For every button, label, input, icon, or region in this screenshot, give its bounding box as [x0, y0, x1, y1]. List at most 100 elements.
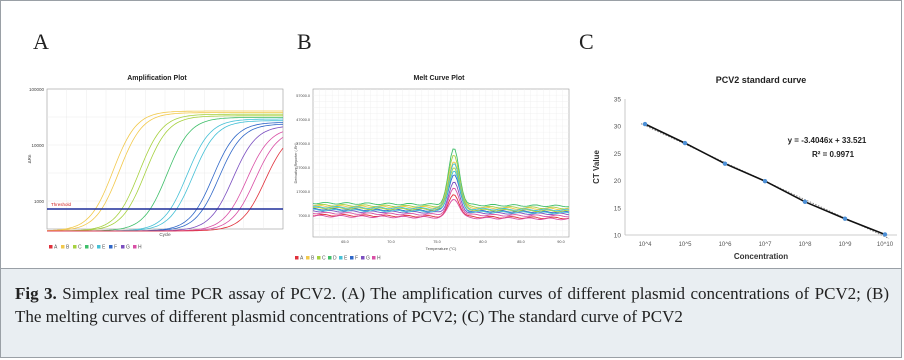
amp-legend-label: B — [66, 245, 70, 251]
melt-xtick: 65.0 — [341, 240, 348, 244]
standard-curve-xtick: 10^6 — [719, 242, 732, 248]
amp-ytick: 100000 — [29, 87, 45, 92]
standard-curve-point — [882, 232, 888, 237]
caption-label: Fig 3. — [15, 284, 57, 303]
amp-legend-label: C — [78, 245, 82, 251]
amp-legend-swatch — [73, 245, 77, 249]
amplification-x-label: Cycle — [159, 232, 171, 237]
melt-ytick: 27000.0 — [296, 166, 310, 170]
amplification-curve — [47, 112, 283, 232]
standard-curve-x-ticks: 10^4 10^5 10^6 10^7 10^8 10^9 10^10 — [639, 242, 894, 248]
melt-curve — [312, 163, 570, 212]
standard-curve-points — [642, 121, 888, 237]
amp-legend-swatch — [97, 245, 101, 249]
standard-curve-title: PCV2 standard curve — [716, 75, 807, 85]
melt-legend-label: G — [366, 256, 370, 262]
melt-curve-plot: Melt Curve Plot 57000.0 47000.0 37000.0 … — [294, 75, 570, 262]
melt-curves — [312, 148, 570, 221]
melt-legend-label: A — [300, 256, 304, 262]
standard-curve-ytick: 15 — [614, 205, 622, 212]
melt-xtick: 75.0 — [433, 240, 440, 244]
standard-curve-ytick: 10 — [614, 233, 622, 240]
standard-curve-point — [722, 161, 728, 166]
melt-x-ticks: 65.0 70.0 75.0 80.0 85.0 90.0 — [341, 240, 564, 244]
melt-grid — [313, 89, 569, 237]
panel-a-letter: A — [33, 29, 49, 54]
amp-legend-swatch — [133, 245, 137, 249]
amp-legend-swatch — [109, 245, 113, 249]
amplification-y-ticks: 100000 10000 1000 — [29, 87, 45, 204]
standard-curve-xtick: 10^7 — [759, 242, 772, 248]
amplification-y-label: ΔRn — [27, 154, 32, 163]
melt-ytick: 7000.0 — [298, 214, 310, 218]
melt-xtick: 80.0 — [479, 240, 486, 244]
amp-legend-swatch — [121, 245, 125, 249]
melt-legend-swatch — [339, 256, 343, 260]
panel-b-letter: B — [297, 29, 312, 54]
standard-curve-ytick: 25 — [614, 151, 622, 158]
melt-xtick: 85.0 — [517, 240, 524, 244]
melt-curve — [312, 187, 569, 218]
melt-legend-label: B — [311, 256, 315, 262]
melt-x-label: Temperature (°C) — [426, 246, 457, 251]
standard-curve-point — [842, 216, 848, 221]
amp-ytick: 10000 — [31, 143, 44, 148]
melt-legend-swatch — [317, 256, 321, 260]
standard-curve-xtick: 10^5 — [679, 242, 692, 248]
standard-curve-x-label: Concentration — [734, 252, 788, 261]
standard-curve-xtick: 10^4 — [639, 242, 652, 248]
melt-ytick: 17000.0 — [296, 190, 310, 194]
standard-curve-ytick: 20 — [614, 178, 622, 185]
figure-caption: Fig 3. Simplex real time PCR assay of PC… — [1, 269, 901, 357]
standard-curve-chart: PCV2 standard curve 10 15 20 25 30 35 10^4 10^… — [592, 75, 897, 261]
melt-legend-label: H — [377, 256, 381, 262]
melt-legend: A B C D E F G H — [295, 256, 381, 262]
melt-curve — [312, 167, 569, 213]
amplification-curve — [47, 115, 283, 232]
melt-y-ticks: 57000.0 47000.0 37000.0 27000.0 17000.0 … — [296, 94, 310, 218]
melt-legend-label: C — [322, 256, 326, 262]
r-squared: R² = 0.9971 — [812, 150, 855, 159]
amp-legend-swatch — [85, 245, 89, 249]
standard-curve-point — [802, 199, 808, 205]
amplification-curves — [46, 110, 284, 232]
melt-ytick: 47000.0 — [296, 118, 310, 122]
amp-legend-label: D — [90, 245, 94, 251]
melt-legend-label: D — [333, 256, 337, 262]
standard-curve-xtick: 10^10 — [877, 242, 894, 248]
trendline — [640, 123, 890, 239]
regression-equation: y = -3.4046x + 33.521 — [788, 136, 867, 145]
amp-ytick: 1000 — [34, 199, 45, 204]
amplification-plot: Amplification Plot 100000 10000 1000 ΔRn… — [27, 75, 284, 251]
amp-legend-swatch — [49, 245, 53, 249]
standard-curve-point — [642, 121, 648, 127]
standard-curve-xtick: 10^9 — [839, 242, 852, 248]
melt-curve — [312, 199, 570, 221]
melt-legend-swatch — [350, 256, 354, 260]
standard-curve-point — [762, 178, 768, 184]
standard-curve-y-ticks: 10 15 20 25 30 35 — [614, 97, 622, 240]
amplification-curve — [47, 147, 284, 232]
amp-legend-label: H — [138, 245, 142, 251]
standard-curve-y-label: CT Value — [592, 150, 601, 184]
melt-legend-label: E — [344, 256, 348, 262]
melt-xtick: 90.0 — [557, 240, 564, 244]
amplification-legend: A B C D E F G H — [49, 245, 142, 251]
melt-legend-label: F — [355, 256, 358, 262]
melt-ytick: 37000.0 — [296, 142, 310, 146]
threshold-label: Threshold — [51, 202, 72, 207]
standard-curve-ytick: 35 — [614, 97, 622, 104]
caption-divider — [1, 268, 901, 269]
amp-legend-swatch — [61, 245, 65, 249]
standard-curve-ytick: 30 — [614, 124, 622, 131]
melt-legend-swatch — [306, 256, 310, 260]
amp-legend-label: A — [54, 245, 58, 251]
amplification-curve — [46, 113, 283, 232]
melt-legend-swatch — [361, 256, 365, 260]
melt-legend-swatch — [328, 256, 332, 260]
amp-legend-label: F — [114, 245, 117, 251]
melt-xtick: 70.0 — [387, 240, 394, 244]
panel-c-letter: C — [579, 29, 594, 54]
melt-curve — [312, 148, 570, 208]
